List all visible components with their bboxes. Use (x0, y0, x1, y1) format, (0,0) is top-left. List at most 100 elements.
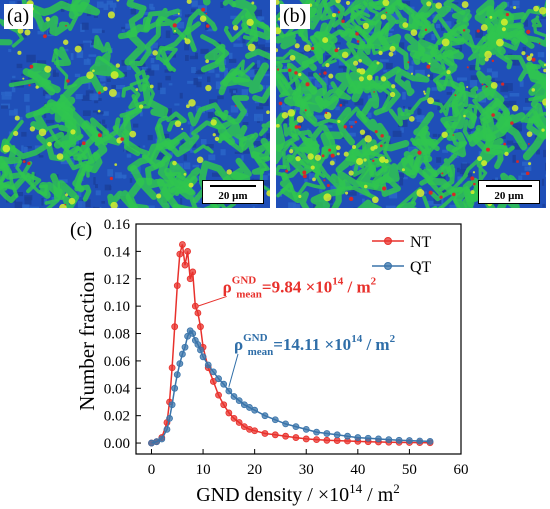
data-point-qt (406, 437, 413, 444)
data-point-nt (323, 436, 331, 444)
data-point-qt (271, 416, 279, 424)
data-point-qt (194, 341, 202, 348)
plot-frame (135, 223, 462, 455)
data-point-qt (354, 434, 362, 441)
y-tick-label: 0.12 (104, 272, 130, 288)
data-point-qt (171, 384, 179, 392)
data-point-qt (246, 404, 253, 411)
data-point-qt (364, 434, 372, 442)
legend-label-nt: NT (410, 234, 432, 251)
data-point-qt (302, 425, 310, 433)
data-point-nt (251, 427, 259, 435)
data-point-nt (186, 275, 194, 283)
y-tick-label: 0.16 (104, 217, 131, 233)
data-point-qt (344, 432, 351, 440)
data-point-qt (209, 368, 217, 376)
x-tick-label: 30 (299, 462, 314, 478)
data-point-nt (225, 409, 233, 417)
data-point-nt (282, 432, 290, 440)
data-point-nt (168, 364, 176, 372)
x-tick-label: 0 (148, 462, 156, 478)
data-point-qt (181, 343, 189, 351)
data-point-nt (176, 250, 184, 258)
data-point-nt (240, 423, 248, 431)
panel-label-a: (a) (4, 4, 34, 29)
data-point-qt (225, 387, 233, 395)
data-point-qt (385, 436, 393, 444)
y-tick-label: 0.00 (104, 436, 130, 452)
axes-group: 0 10 20 30 40 50 60 0.00 0.02 0.04 0.06 0.08 0.10 0.1… (104, 217, 469, 478)
data-point-nt (171, 323, 179, 331)
annotation-arrow-qt (228, 353, 239, 388)
data-point-qt (176, 360, 184, 368)
data-point-qt (395, 436, 403, 444)
data-point-nt (271, 431, 279, 439)
data-point-qt (323, 430, 331, 437)
annotation-group: ρGND mean=9.84 ×1014 / m2 ρGND mean=14.11 ×… (197, 274, 396, 388)
y-tick-label: 0.04 (104, 381, 131, 397)
scale-bar-b-line (486, 185, 532, 187)
gnd-map-b-image (276, 0, 546, 208)
data-point-nt (230, 415, 238, 422)
data-point-nt (313, 436, 320, 444)
data-point-qt (240, 401, 248, 409)
x-axis-label-unit: / m (362, 484, 394, 506)
data-point-nt (189, 268, 197, 276)
annotation-nt: ρGND mean=9.84 ×1014 / m2 (223, 274, 377, 300)
data-point-qt (416, 437, 424, 445)
y-tick-label: 0.08 (104, 327, 130, 343)
data-point-nt (333, 437, 341, 444)
data-point-qt (184, 332, 191, 340)
legend-marker-qt (384, 262, 392, 270)
annotation-arrow-nt (197, 295, 227, 307)
data-point-qt (158, 435, 166, 443)
x-tick-label: 60 (454, 462, 469, 478)
data-point-qt (166, 415, 173, 422)
data-point-qt (235, 397, 243, 405)
gnd-map-qt: (b) 20 μm (276, 0, 546, 208)
data-point-nt (181, 261, 189, 269)
data-point-nt (302, 435, 310, 443)
data-point-qt (168, 401, 176, 409)
scale-bar-a-line (210, 185, 256, 187)
data-point-qt (173, 371, 181, 378)
data-point-qt (333, 431, 341, 439)
annotation-qt: ρGND mean=14.11 ×1014 / m2 (234, 332, 396, 358)
data-point-qt (313, 428, 320, 436)
data-point-qt (199, 353, 207, 361)
data-point-qt (261, 412, 269, 420)
panel-label-b: (b) (280, 4, 311, 29)
data-point-qt (292, 423, 300, 431)
gnd-map-nt: (a) 20 μm (0, 0, 270, 208)
data-point-nt (179, 241, 186, 248)
x-tick-label: 50 (402, 462, 417, 478)
data-point-qt (215, 375, 222, 383)
legend-label-qt: QT (410, 259, 432, 276)
data-point-nt (191, 302, 199, 310)
series-group (148, 241, 434, 447)
data-point-qt (220, 380, 228, 388)
data-point-nt (184, 247, 191, 255)
data-point-nt (220, 401, 228, 409)
y-tick-label: 0.02 (104, 409, 130, 425)
x-tick-label: 20 (247, 462, 262, 478)
data-point-nt (261, 430, 269, 437)
x-tick-label: 40 (350, 462, 365, 478)
data-point-qt (204, 361, 212, 369)
data-point-qt (375, 435, 382, 443)
x-axis-label: GND density / ×1014 / m2 (196, 481, 400, 506)
data-point-nt (194, 309, 202, 317)
data-point-qt (282, 420, 290, 428)
gnd-density-chart: (c) 0 10 20 30 40 50 60 0.00 0.02 0.04 0.06 0.08 0.1… (70, 217, 469, 506)
y-tick-label: 0.14 (104, 244, 131, 260)
legend: NT QT (372, 234, 432, 276)
data-point-nt (209, 378, 217, 385)
legend-marker-nt (384, 237, 392, 245)
data-point-nt (235, 419, 243, 426)
scale-bar-b: 20 μm (478, 180, 540, 204)
data-point-nt (292, 434, 300, 441)
scale-bar-a-text: 20 μm (218, 190, 248, 202)
y-tick-label: 0.10 (104, 299, 130, 315)
data-point-qt (197, 346, 204, 354)
y-axis-label: Number fraction (75, 271, 99, 411)
